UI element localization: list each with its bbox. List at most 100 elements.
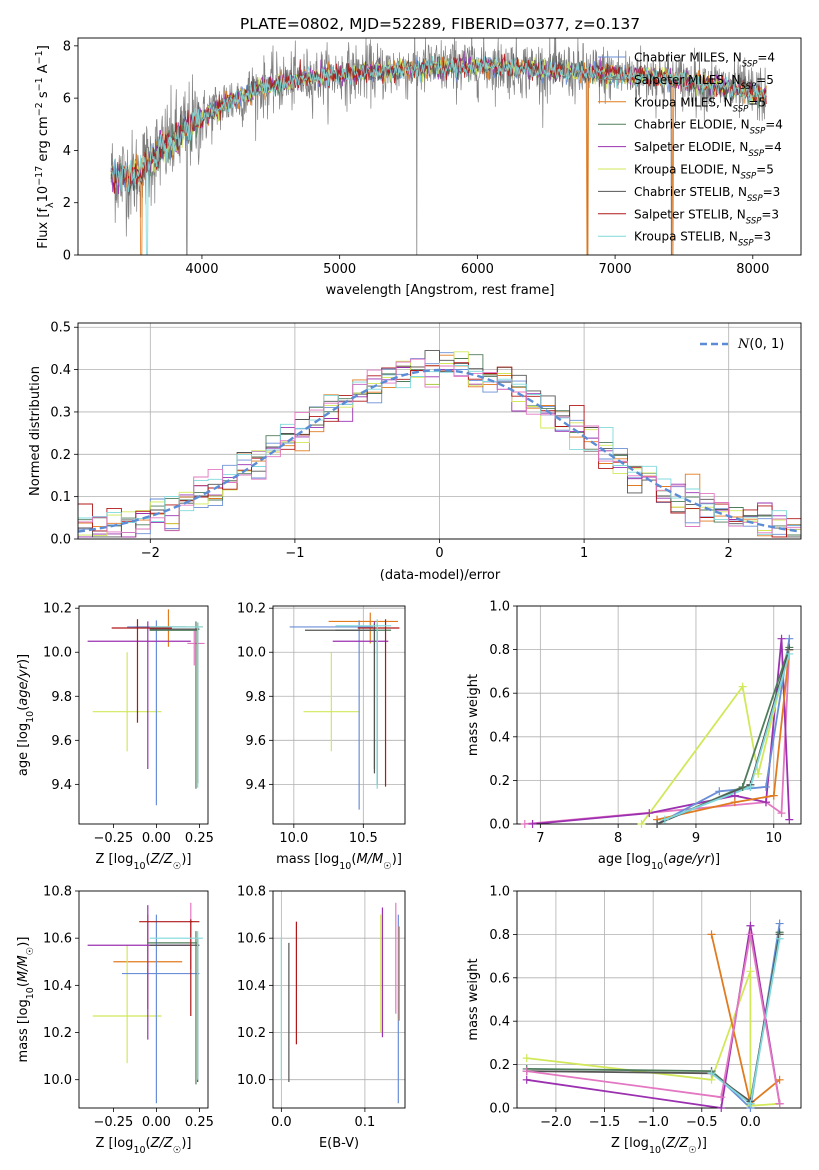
label-part: (data-model)/error bbox=[380, 568, 501, 583]
legend-label-sub: SSP bbox=[741, 82, 757, 92]
x-tick-label: 5000 bbox=[323, 262, 356, 277]
label-part: erg cm bbox=[36, 116, 51, 165]
label-part: ( bbox=[16, 982, 31, 987]
panel-mass_vs_EBV: 0.0 0.1 10.0 10.2 10.4 10.6 10.8 E(B-V) bbox=[237, 885, 406, 1151]
weight-marker bbox=[653, 820, 662, 828]
y-tick-label: 10.0 bbox=[237, 646, 266, 661]
y-tick-label: 1.0 bbox=[489, 885, 510, 900]
label-part: age/yr bbox=[668, 852, 711, 867]
legend-label-main: Chabrier MILES, N bbox=[634, 51, 742, 65]
axes-frame bbox=[78, 605, 209, 825]
y-tick-label: 2 bbox=[63, 196, 71, 211]
legend-label: Salpeter ELODIE, NSSP=4 bbox=[634, 140, 782, 159]
label-part: −1 bbox=[34, 50, 45, 64]
legend-label-main: Salpeter STELIB, N bbox=[634, 207, 746, 221]
axes-frame bbox=[272, 890, 406, 1109]
y-tick-label: 10.2 bbox=[43, 602, 72, 617]
x-axis-label: age [log10(age/yr)] bbox=[598, 852, 720, 872]
legend-label-sub: SSP bbox=[746, 216, 762, 226]
legend-label-suffix: =3 bbox=[763, 185, 781, 199]
weight-marker bbox=[717, 1104, 726, 1112]
legend-label-sub: SSP bbox=[742, 60, 758, 70]
weight-series bbox=[526, 934, 781, 1104]
label-part: ] bbox=[36, 45, 51, 50]
weight-marker bbox=[715, 787, 724, 796]
legend-label: N(0, 1) bbox=[737, 337, 784, 352]
y-tick-label: 0.2 bbox=[489, 1058, 510, 1073]
label-part: Z/Z bbox=[150, 852, 174, 867]
label-part: ☉ bbox=[173, 1145, 182, 1156]
label-part: Z [log bbox=[611, 1136, 649, 1151]
weight-marker bbox=[785, 649, 794, 658]
label-part: ( bbox=[146, 852, 151, 867]
y-tick-label: 4 bbox=[63, 144, 71, 159]
legend-label: Kroupa ELODIE, NSSP=5 bbox=[634, 163, 774, 182]
label-part: ☉ bbox=[173, 861, 182, 872]
y-tick-label: 1.0 bbox=[489, 600, 510, 615]
x-tick-label: 0 bbox=[435, 546, 443, 561]
panels: 4000 5000 6000 7000 8000 0 2 4 6 8 Chabrier MILES,… bbox=[16, 37, 802, 1156]
weight-marker bbox=[746, 967, 755, 976]
label-part: mass [log bbox=[276, 852, 339, 867]
y-tick-label: 6 bbox=[63, 92, 71, 107]
y-tick-label: 10.2 bbox=[237, 1026, 266, 1041]
x-tick-label: 9 bbox=[692, 831, 700, 846]
label-part: ( bbox=[16, 706, 31, 711]
label-part: Z [log bbox=[96, 852, 134, 867]
y-tick-label: 0.8 bbox=[489, 928, 510, 943]
y-tick-label: 0.0 bbox=[489, 1102, 510, 1117]
label-part: 10 bbox=[133, 1145, 145, 1156]
legend-label-main: Kroupa STELIB, N bbox=[634, 230, 738, 244]
y-axis-label: mass weight bbox=[466, 674, 481, 756]
legend-label: Chabrier STELIB, NSSP=3 bbox=[634, 185, 780, 204]
y-tick-label: 0.0 bbox=[489, 818, 510, 833]
axes-frame bbox=[77, 37, 802, 256]
label-part: 10 bbox=[36, 186, 51, 203]
y-tick-label: 0.1 bbox=[50, 490, 71, 505]
x-tick-label: 10 bbox=[765, 831, 782, 846]
label-part: 10 bbox=[651, 861, 663, 872]
label-part: )] bbox=[16, 937, 31, 947]
x-tick-label: −0.5 bbox=[686, 1115, 718, 1130]
legend-label: Chabrier MILES, NSSP=4 bbox=[634, 51, 775, 70]
label-part: 10 bbox=[25, 711, 36, 723]
label-part: 10 bbox=[649, 1145, 661, 1156]
y-tick-label: 0.4 bbox=[489, 730, 510, 745]
label-part: M/M bbox=[356, 852, 383, 867]
x-axis-label: Z [log10(Z/Z☉)] bbox=[96, 1136, 192, 1156]
label-part: )] bbox=[710, 852, 720, 867]
y-axis-label: mass weight bbox=[466, 958, 481, 1040]
weight-marker bbox=[761, 798, 770, 807]
y-tick-label: 9.4 bbox=[51, 778, 72, 793]
x-tick-label: 10.0 bbox=[279, 831, 308, 846]
label-part: Normed distribution bbox=[28, 366, 43, 496]
label-part: )] bbox=[392, 852, 402, 867]
x-tick-label: 0.0 bbox=[271, 1115, 292, 1130]
legend-label-suffix: =4 bbox=[757, 51, 775, 65]
y-tick-label: 0.2 bbox=[50, 448, 71, 463]
axes-frame bbox=[516, 605, 802, 825]
weight-marker bbox=[637, 820, 646, 828]
plot-area-residuals bbox=[78, 350, 801, 538]
y-tick-label: 10.2 bbox=[237, 602, 266, 617]
x-tick-label: −0.25 bbox=[93, 831, 133, 846]
legend-label-sub: SSP bbox=[750, 127, 766, 137]
normal-curve bbox=[78, 368, 801, 533]
label-part: 10 bbox=[133, 861, 145, 872]
y-tick-label: 0 bbox=[63, 249, 71, 264]
weight-marker bbox=[522, 1067, 531, 1076]
weight-marker bbox=[746, 930, 755, 939]
legend-label-suffix: =4 bbox=[765, 118, 783, 132]
panel-spectrum: 4000 5000 6000 7000 8000 0 2 4 6 8 Chabrier MILES,… bbox=[34, 37, 802, 298]
weight-marker bbox=[777, 809, 786, 818]
x-axis-label: (data-model)/error bbox=[380, 568, 501, 583]
label-part: Z/Z bbox=[665, 1136, 689, 1151]
label-part: age/yr bbox=[16, 662, 31, 705]
weight-marker bbox=[738, 782, 747, 791]
weight-marker bbox=[528, 820, 537, 828]
x-tick-label: 1 bbox=[580, 546, 588, 561]
weight-marker bbox=[775, 934, 784, 943]
x-tick-label: 8 bbox=[614, 831, 622, 846]
spectrum-model-line bbox=[110, 56, 767, 255]
